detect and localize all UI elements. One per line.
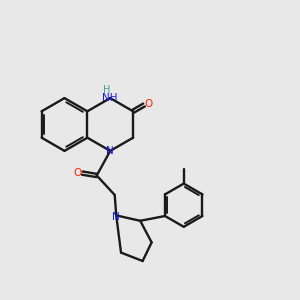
Text: O: O [145, 98, 153, 109]
Text: H: H [103, 85, 110, 95]
Text: O: O [73, 167, 81, 178]
Text: N: N [112, 212, 120, 222]
Text: NH: NH [103, 93, 118, 103]
Text: N: N [106, 146, 114, 156]
